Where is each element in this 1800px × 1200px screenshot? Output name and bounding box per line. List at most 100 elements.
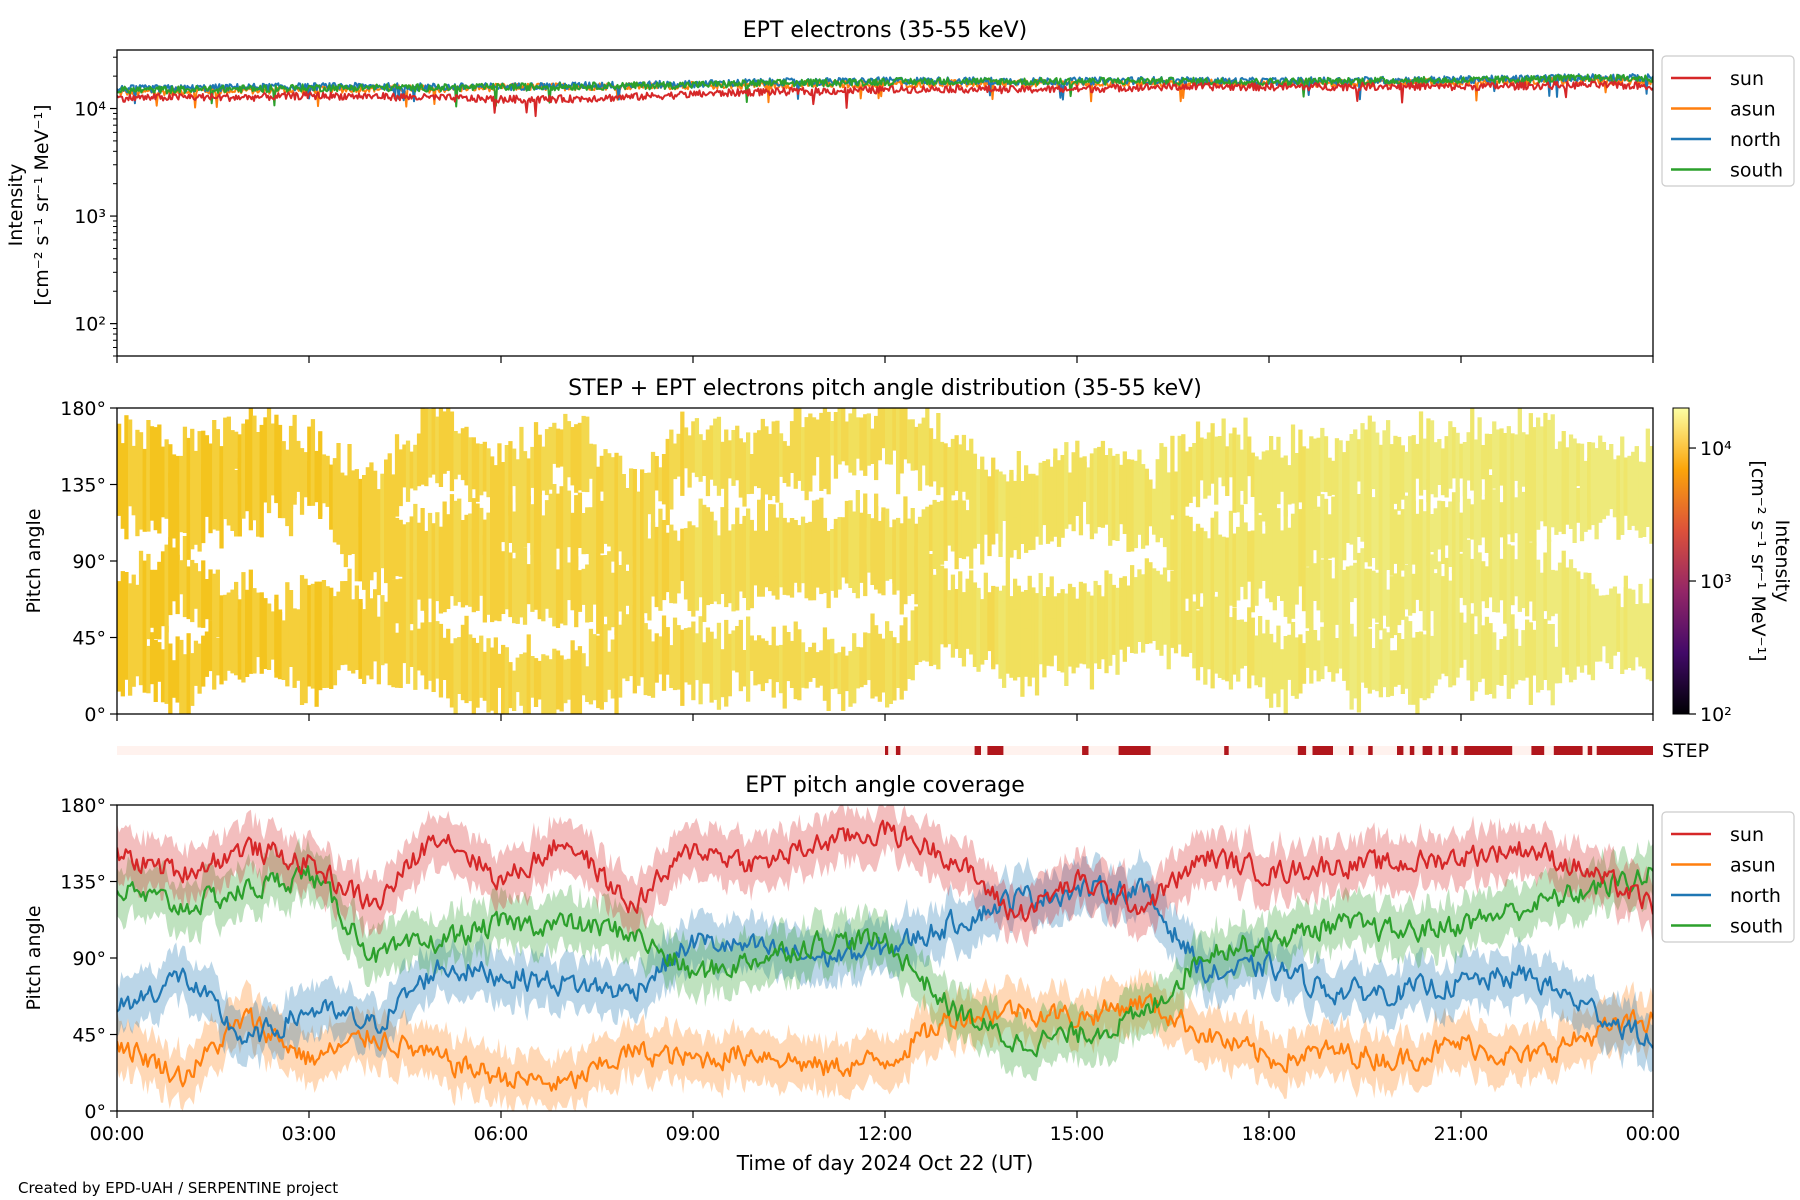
pad-cell: [1459, 612, 1464, 668]
pad-cell: [1360, 628, 1365, 683]
pad-cell: [987, 607, 992, 643]
pad-cell: [888, 408, 893, 465]
pad-cell: [906, 419, 912, 464]
pad-cell: [855, 490, 860, 578]
pad-cell: [1228, 617, 1234, 690]
pad-cell: [694, 633, 700, 681]
pad-cell: [362, 615, 367, 684]
pad-cell: [237, 458, 242, 537]
pad-cell: [299, 619, 305, 705]
pad-cell: [212, 602, 217, 690]
pad-cell: [120, 571, 125, 648]
panel1-ytick-label: 10⁴: [74, 99, 106, 121]
pad-cell: [1126, 585, 1131, 647]
pad-cell: [771, 421, 776, 496]
pad-cell: [563, 542, 568, 626]
pad-cell: [362, 526, 367, 590]
pad-cell: [519, 492, 524, 575]
pad-cell: [1601, 603, 1607, 646]
pad-cell: [1287, 537, 1292, 624]
pad-cell: [640, 617, 645, 678]
pad-cell: [548, 493, 553, 572]
pad-cell: [610, 639, 615, 699]
pad-cell: [994, 498, 999, 534]
pad-cell: [592, 557, 597, 605]
pad-cell: [881, 408, 886, 449]
pad-cell: [1612, 459, 1618, 506]
pad-cell: [1225, 603, 1230, 682]
pad-cell: [394, 579, 400, 624]
pad-cell: [713, 418, 718, 486]
pad-cell: [497, 498, 502, 559]
pad-cell: [1203, 531, 1208, 597]
pad-cell: [142, 560, 147, 636]
pad-cell: [1283, 510, 1288, 589]
pad-cell: [577, 570, 583, 612]
pad-cell: [504, 647, 509, 714]
pad-cell: [1111, 465, 1116, 541]
pad-cell: [409, 564, 414, 625]
pad-cell: [1433, 442, 1438, 498]
pad-cell: [1433, 508, 1438, 570]
pad-cell: [1184, 545, 1190, 599]
pad-cell: [468, 513, 473, 576]
pad-cell: [277, 612, 283, 669]
pad-cell: [1272, 642, 1277, 694]
pad-cell: [208, 569, 213, 621]
pad-cell: [266, 603, 272, 655]
pad-cell: [468, 437, 473, 502]
pad-cell: [362, 475, 367, 535]
pad-cell: [1294, 484, 1299, 571]
pad-cell: [435, 621, 440, 679]
pad-cell: [1002, 601, 1007, 688]
pad-cell: [394, 517, 400, 577]
pad-cell: [230, 430, 235, 478]
pad-cell: [1495, 482, 1500, 552]
pad-cell: [427, 622, 433, 681]
pad-cell: [1247, 607, 1252, 689]
pad-cell: [179, 560, 184, 595]
pad-cell: [672, 443, 678, 480]
pad-cell: [1305, 491, 1310, 567]
pad-cell: [230, 589, 235, 674]
pad-cell: [1408, 546, 1413, 616]
pad-cell: [599, 555, 604, 637]
pad-cell: [424, 408, 429, 487]
pad-cell: [164, 544, 169, 633]
pad-cell: [1312, 438, 1318, 510]
pad-cell: [874, 625, 879, 697]
pad-cell: [391, 579, 396, 653]
pad-cell: [519, 549, 524, 618]
pad-cell: [281, 620, 286, 658]
pad-cell: [460, 520, 466, 559]
pad-cell: [1364, 493, 1369, 563]
pad-cell: [1587, 458, 1592, 530]
pad-cell: [409, 451, 414, 489]
pad-cell: [1404, 495, 1409, 565]
pad-cell: [1415, 632, 1420, 714]
pad-cell: [135, 449, 140, 537]
pad-cell: [885, 621, 890, 708]
pad-cell: [1473, 536, 1479, 617]
pad-cell: [1649, 614, 1653, 682]
pad-cell: [691, 621, 696, 701]
pad-cell: [245, 612, 250, 677]
pad-cell: [1301, 643, 1307, 684]
pad-cell: [1444, 557, 1449, 612]
pad-cell: [983, 598, 988, 660]
pad-cell: [1510, 472, 1515, 543]
pad-cell: [1170, 435, 1175, 516]
pad-cell: [285, 582, 290, 670]
pad-cell: [1576, 443, 1581, 487]
pad-cell: [702, 537, 707, 622]
pad-cell: [1499, 502, 1504, 538]
pad-cell: [1466, 539, 1471, 625]
pad-cell: [917, 542, 923, 625]
pad-cell: [1536, 417, 1541, 494]
pad-cell: [219, 611, 224, 685]
pad-cell: [705, 507, 711, 570]
pad-cell: [771, 519, 776, 596]
pad-cell: [1375, 572, 1380, 623]
pad-cell: [493, 637, 498, 714]
pad-cell: [1539, 606, 1544, 690]
